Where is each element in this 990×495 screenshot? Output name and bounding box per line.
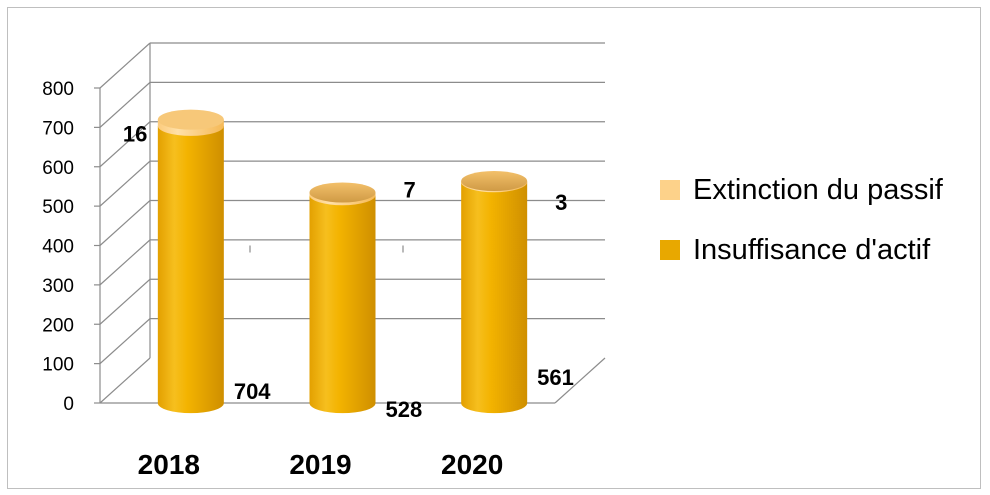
y-tick-label: 100 bbox=[42, 355, 74, 376]
bar-cap-2018 bbox=[157, 109, 224, 130]
bar-insuffisance-2020 bbox=[461, 182, 528, 414]
x-tick-label: 2020 bbox=[441, 449, 503, 480]
floor-right-edge bbox=[554, 357, 606, 404]
data-label-insuffisance: 561 bbox=[537, 365, 574, 390]
gridline-side bbox=[99, 81, 151, 128]
gridline-side bbox=[99, 239, 151, 286]
bar-cap-2019 bbox=[309, 182, 376, 203]
y-tick-label: 500 bbox=[42, 197, 74, 218]
data-label-insuffisance: 704 bbox=[234, 379, 271, 404]
legend: Extinction du passif Insuffisance d'acti… bbox=[660, 168, 980, 288]
data-label-extinction: 3 bbox=[555, 190, 567, 215]
legend-label-insuffisance: Insuffisance d'actif bbox=[693, 234, 931, 266]
data-label-extinction: 16 bbox=[123, 122, 147, 147]
y-tick-label: 400 bbox=[42, 237, 74, 258]
legend-swatch-extinction bbox=[660, 180, 680, 200]
gridline-side bbox=[99, 200, 151, 246]
y-tick-label: 600 bbox=[42, 158, 74, 179]
bar-insuffisance-2018 bbox=[157, 125, 224, 414]
data-label-insuffisance: 528 bbox=[386, 397, 423, 422]
y-tick-label: 800 bbox=[42, 79, 74, 100]
y-tick-label: 200 bbox=[42, 315, 74, 336]
y-tick-label: 700 bbox=[42, 118, 74, 139]
legend-item-extinction: Extinction du passif bbox=[660, 168, 980, 212]
bar-cap-2020 bbox=[461, 171, 528, 192]
floor-left-edge bbox=[99, 357, 151, 404]
legend-swatch-insuffisance bbox=[660, 240, 680, 260]
gridline-side bbox=[99, 318, 151, 365]
legend-label-extinction: Extinction du passif bbox=[693, 174, 943, 206]
y-tick-label: 300 bbox=[42, 276, 74, 297]
x-tick-label: 2018 bbox=[138, 449, 200, 480]
x-tick-label: 2019 bbox=[289, 449, 351, 480]
y-tick-label: 0 bbox=[63, 394, 74, 415]
gridline-side bbox=[99, 121, 151, 168]
gridline-side bbox=[99, 42, 151, 89]
bar-insuffisance-2019 bbox=[309, 195, 376, 414]
gridline-side bbox=[99, 278, 151, 325]
data-label-extinction: 7 bbox=[404, 177, 416, 202]
legend-item-insuffisance: Insuffisance d'actif bbox=[660, 228, 980, 272]
gridline-side bbox=[99, 160, 151, 207]
